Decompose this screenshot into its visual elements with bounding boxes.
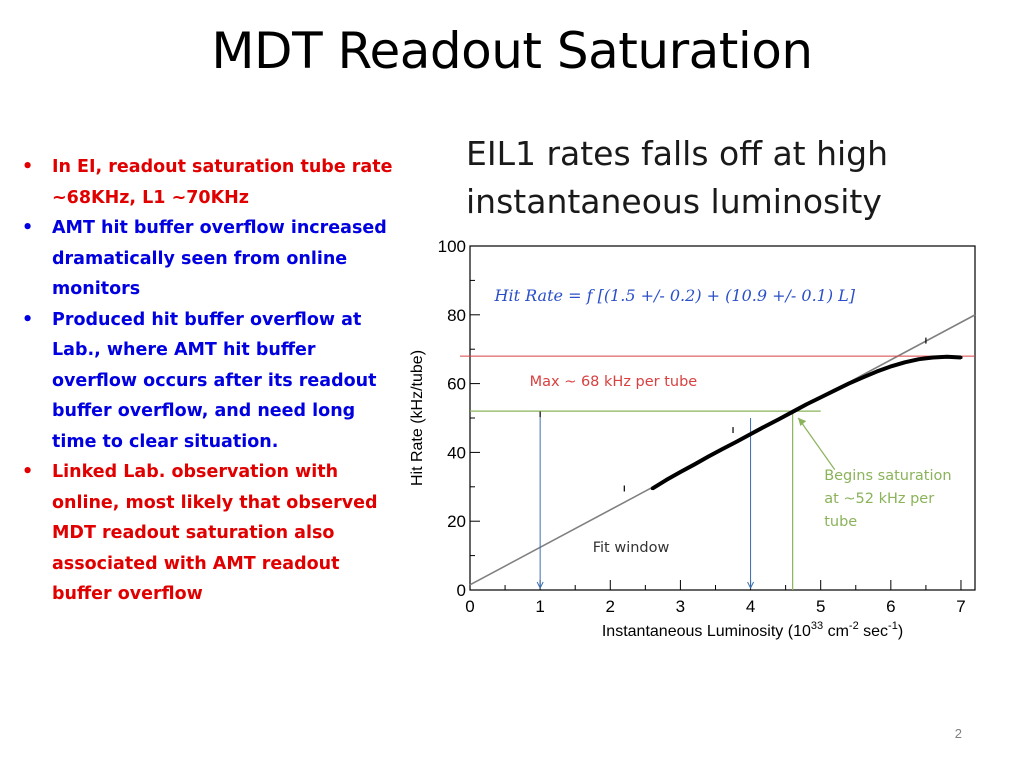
fit-window-arrow [747,581,755,590]
data-point [720,447,725,451]
saturation-arrow-head [798,418,807,426]
x-tick-label: 0 [465,597,474,616]
x-tick-label: 3 [676,597,685,616]
saturation-label: tube [824,514,857,530]
data-point [819,395,823,399]
max-rate-label: Max ~ 68 kHz per tube [530,374,698,390]
bullet-dot: • [22,309,34,330]
x-tick-label: 2 [606,597,615,616]
bullet-item: • In EI, readout saturation tube rate ~6… [22,152,394,213]
y-axis-label: Hit Rate (kHz/tube) [409,350,426,486]
data-point [678,470,683,474]
data-point [889,364,893,368]
x-tick-label: 7 [956,597,965,616]
page-number: 2 [954,726,962,741]
bullet-list: • In EI, readout saturation tube rate ~6… [22,152,394,610]
fit-window-arrow [536,581,544,590]
chart-heading: EIL1 rates falls off at high instantaneo… [466,134,889,221]
saturation-arrow [797,417,836,470]
x-tick-label: 5 [816,597,825,616]
data-point [692,462,697,467]
bullet-item: • Produced hit buffer overflow at Lab., … [22,305,394,458]
data-point [805,402,809,406]
fit-formula: Hit Rate = f [(1.5 +/- 0.2) + (10.9 +/- … [494,286,856,305]
saturation-label: at ~52 kHz per [824,491,934,507]
fit-window-label: Fit window [593,540,670,556]
saturation-label: Begins saturation [824,468,951,484]
data-point [664,478,668,482]
data-point [650,486,654,491]
data-point [945,355,949,359]
bullet-text: Linked Lab. observation with online, mos… [52,462,378,604]
data-point [959,355,963,360]
data-point [903,360,907,364]
bullet-item: • AMT hit buffer overflow increased dram… [22,213,394,305]
hit-rate-chart: 0 1 2 3 4 5 6 7 0 20 40 60 80 100 Instantaneous Lumino… [409,237,976,640]
x-tick-label: 6 [886,597,895,616]
x-tick-label: 1 [535,597,544,616]
data-point [791,410,795,414]
bullet-dot: • [22,462,34,482]
bullet-item: • Linked Lab. observation with online, m… [22,457,394,610]
y-tick-label: 20 [447,512,466,531]
data-point [875,369,879,374]
data-point [734,440,739,444]
data-point [706,454,711,459]
data-point [861,375,865,380]
y-tick-label: 60 [447,375,466,394]
bullet-dot: • [22,218,34,238]
data-point [777,417,781,421]
bullet-text: In EI, readout saturation tube rate ~68K… [52,157,393,208]
data-point [748,432,753,436]
data-point [931,355,935,360]
data-point [762,425,767,429]
slide-title: MDT Readout Saturation [211,22,813,80]
bullet-text: AMT hit buffer overflow increased dramat… [52,218,387,299]
bullet-dot: • [22,157,34,177]
x-tick-label: 4 [746,597,755,616]
data-point [847,382,851,386]
bullet-text: Produced hit buffer overflow at Lab., wh… [52,309,377,452]
data-point [917,357,921,361]
y-tick-label: 0 [457,581,466,600]
y-tick-label: 80 [447,306,466,325]
y-tick-label: 40 [447,443,466,462]
x-axis-label: Instantaneous Luminosity (1033 cm-2 sec-… [602,620,903,640]
data-point [833,388,837,393]
y-tick-label: 100 [438,237,466,256]
